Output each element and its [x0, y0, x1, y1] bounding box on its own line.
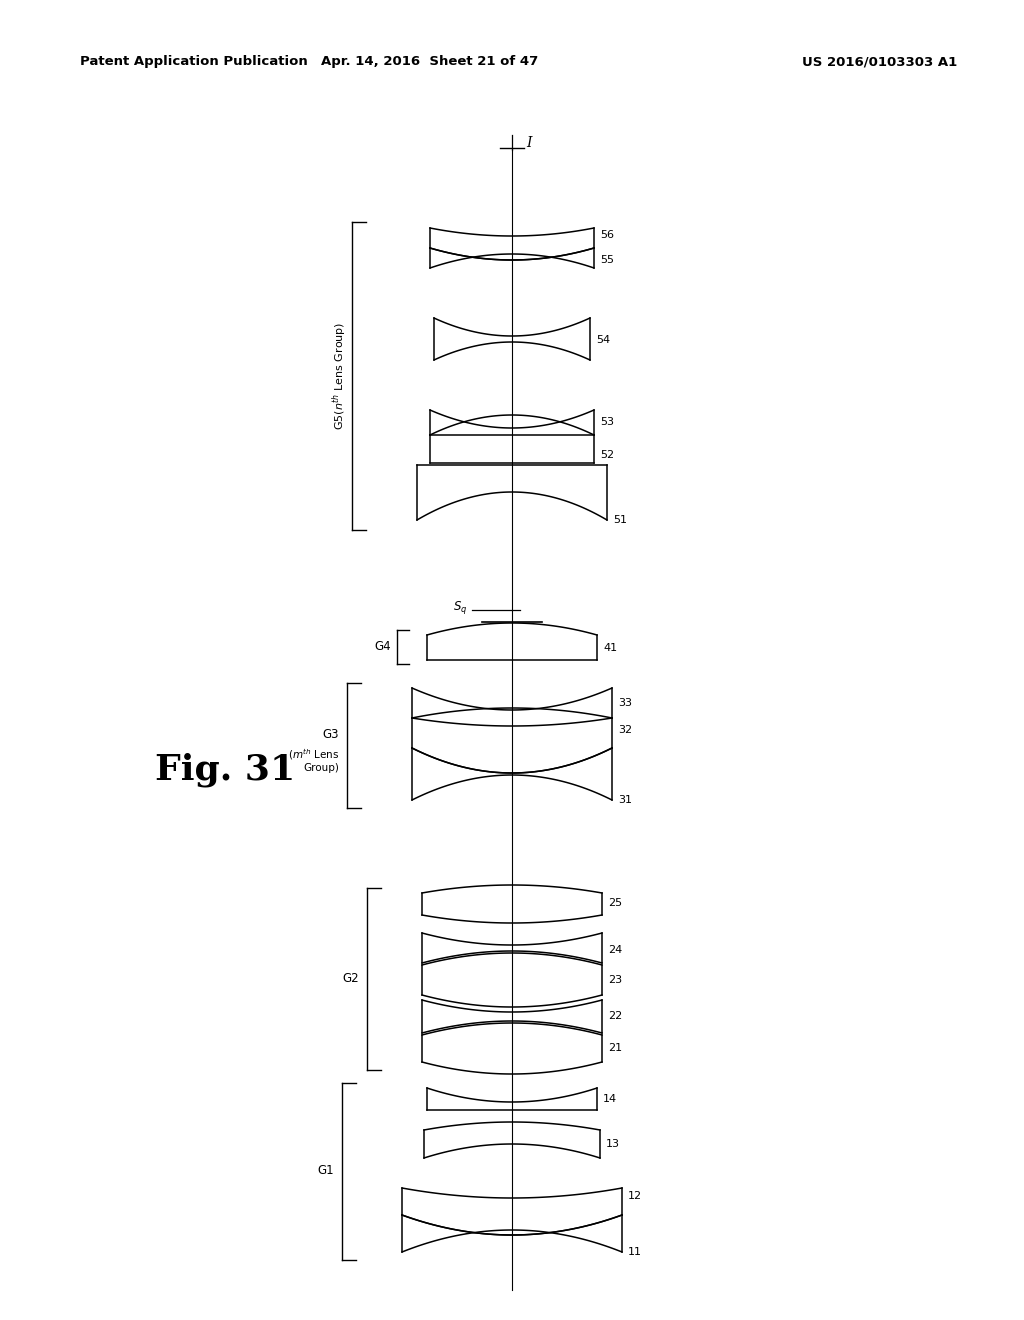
- Text: 31: 31: [618, 795, 632, 805]
- Text: Apr. 14, 2016  Sheet 21 of 47: Apr. 14, 2016 Sheet 21 of 47: [322, 55, 539, 69]
- Text: 52: 52: [600, 450, 614, 459]
- Text: 51: 51: [613, 515, 627, 525]
- Text: I: I: [526, 136, 531, 150]
- Text: US 2016/0103303 A1: US 2016/0103303 A1: [803, 55, 957, 69]
- Text: G3: G3: [323, 729, 339, 742]
- Text: 55: 55: [600, 255, 614, 265]
- Text: 25: 25: [608, 898, 623, 908]
- Text: 23: 23: [608, 975, 623, 985]
- Text: 14: 14: [603, 1094, 617, 1104]
- Text: 32: 32: [618, 725, 632, 735]
- Text: 54: 54: [596, 335, 610, 345]
- Text: Fig. 31: Fig. 31: [155, 752, 295, 787]
- Text: 41: 41: [603, 643, 617, 653]
- Text: 24: 24: [608, 945, 623, 954]
- Text: Patent Application Publication: Patent Application Publication: [80, 55, 308, 69]
- Text: 22: 22: [608, 1011, 623, 1020]
- Text: G2: G2: [342, 973, 359, 986]
- Text: 33: 33: [618, 698, 632, 708]
- Text: 53: 53: [600, 417, 614, 426]
- Text: 13: 13: [606, 1139, 620, 1148]
- Text: ($m^{th}$ Lens
Group): ($m^{th}$ Lens Group): [288, 747, 339, 774]
- Text: 11: 11: [628, 1247, 642, 1257]
- Text: 56: 56: [600, 230, 614, 240]
- Text: G5($n^{th}$ Lens Group): G5($n^{th}$ Lens Group): [331, 322, 349, 430]
- Text: G1: G1: [317, 1164, 334, 1177]
- Text: 21: 21: [608, 1043, 623, 1053]
- Text: $S_q$: $S_q$: [453, 599, 467, 616]
- Text: G4: G4: [375, 640, 391, 653]
- Text: 12: 12: [628, 1191, 642, 1201]
